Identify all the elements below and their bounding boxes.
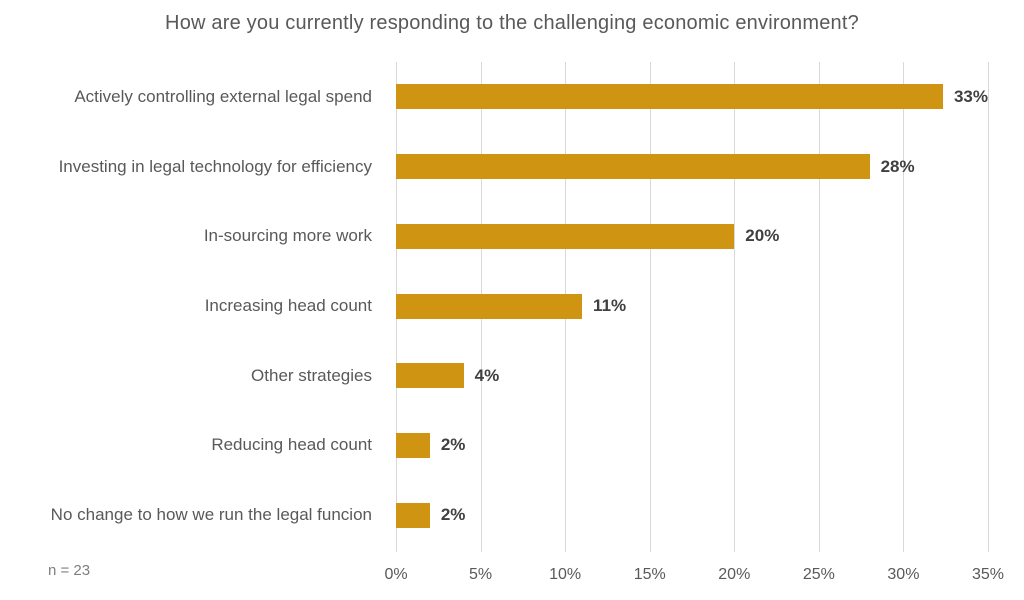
bar <box>396 154 870 180</box>
bar-value-label: 28% <box>880 156 915 176</box>
sample-size-note: n = 23 <box>48 562 91 579</box>
bar-row: 2% <box>396 411 988 481</box>
x-tick-label: 10% <box>549 566 582 583</box>
bar-value-label: 20% <box>745 226 780 246</box>
category-label: Reducing head count <box>211 435 372 455</box>
bar-row: 4% <box>396 341 988 411</box>
category-label: Actively controlling external legal spen… <box>74 86 372 106</box>
bar-value-label: 33% <box>953 86 988 106</box>
gridline <box>649 62 651 552</box>
category-label: In-sourcing more work <box>203 226 372 246</box>
category-label: No change to how we run the legal funcio… <box>50 505 372 525</box>
bar-row: 33% <box>396 62 988 132</box>
bar-value-label: 11% <box>593 296 627 316</box>
bar-row: 28% <box>396 132 988 202</box>
category-label: Increasing head count <box>204 296 372 316</box>
gridline <box>734 62 736 552</box>
x-tick-label: 15% <box>633 566 666 583</box>
gridline <box>988 62 989 552</box>
category-axis: Actively controlling external legal spen… <box>0 62 372 550</box>
bar-row: 2% <box>396 480 988 550</box>
bar <box>396 363 464 389</box>
bar-value-label: 2% <box>440 435 466 455</box>
bar-value-label: 2% <box>440 505 466 525</box>
x-tick-label: 0% <box>384 566 408 583</box>
gridline <box>818 62 820 552</box>
chart-title: How are you currently responding to the … <box>165 12 859 34</box>
x-tick-label: 25% <box>802 566 835 583</box>
bar <box>396 84 943 110</box>
bar-row: 20% <box>396 201 988 271</box>
bar-series: 33% 28% 20% 11% 4% 2% 2% <box>396 62 988 550</box>
bar <box>396 293 583 319</box>
x-tick-label: 35% <box>971 566 1005 583</box>
x-tick-label: 30% <box>887 566 920 583</box>
x-tick-label: 20% <box>718 566 751 583</box>
category-label: Investing in legal technology for effici… <box>58 156 372 176</box>
bar <box>396 432 430 458</box>
bar <box>396 502 430 528</box>
value-axis: 0% 5% 10% 15% 20% 25% 30% 35% <box>384 552 1004 592</box>
gridline <box>903 62 905 552</box>
bar <box>396 223 735 249</box>
bar-value-label: 4% <box>474 365 500 385</box>
x-tick-label: 5% <box>469 566 493 583</box>
category-label: Other strategies <box>251 365 372 385</box>
plot-area: 33% 28% 20% 11% 4% 2% 2% <box>396 62 989 552</box>
bar-row: 11% <box>396 271 988 341</box>
